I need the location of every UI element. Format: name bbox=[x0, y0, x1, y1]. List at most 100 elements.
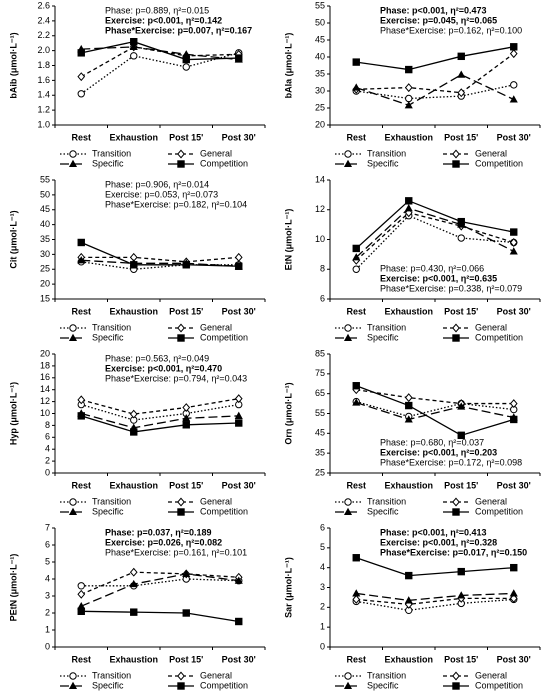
annotation: Exercise: p=0.053, η²=0.073 bbox=[105, 189, 218, 199]
marker bbox=[177, 334, 185, 342]
y-tick-label: 7 bbox=[45, 522, 50, 532]
y-tick-label: 16 bbox=[40, 372, 50, 382]
legend-label: General bbox=[475, 496, 507, 506]
legend-label: Competition bbox=[200, 332, 248, 342]
marker bbox=[234, 411, 243, 419]
marker bbox=[457, 52, 465, 61]
marker bbox=[352, 594, 361, 604]
marker bbox=[510, 563, 518, 572]
x-tick-label: Post 30' bbox=[497, 654, 531, 664]
marker bbox=[129, 42, 138, 50]
series-line bbox=[356, 400, 514, 418]
series-line bbox=[81, 412, 239, 429]
y-tick-label: 1 bbox=[320, 622, 325, 632]
series-line bbox=[81, 397, 239, 415]
x-tick-label: Post 30' bbox=[497, 306, 531, 316]
y-axis-label: EtN (μmol·L⁻¹) bbox=[283, 209, 293, 271]
y-tick-label: 5 bbox=[320, 542, 325, 552]
y-tick-label: 2.2 bbox=[37, 30, 50, 40]
marker bbox=[235, 617, 243, 626]
x-tick-label: Exhaustion bbox=[109, 654, 158, 664]
marker bbox=[452, 682, 460, 690]
marker bbox=[77, 589, 86, 599]
marker bbox=[77, 72, 86, 82]
y-tick-label: 2 bbox=[45, 455, 50, 465]
series-line bbox=[355, 200, 514, 249]
legend-label: Competition bbox=[475, 158, 523, 168]
legend-label: Specific bbox=[367, 158, 399, 168]
marker bbox=[77, 90, 85, 98]
marker bbox=[452, 149, 460, 159]
y-tick-label: 1 bbox=[45, 624, 50, 634]
y-tick-label: 1.8 bbox=[37, 60, 50, 70]
y-tick-label: 20 bbox=[40, 279, 50, 289]
marker bbox=[129, 409, 138, 419]
y-tick-label: 55 bbox=[40, 174, 50, 184]
marker bbox=[509, 95, 518, 103]
y-tick-label: 6 bbox=[320, 522, 325, 532]
series-line bbox=[80, 241, 239, 267]
legend-label: Specific bbox=[92, 332, 124, 342]
marker bbox=[352, 58, 360, 66]
series-line bbox=[356, 385, 514, 437]
y-axis-label: PEtN (μmol·L⁻¹) bbox=[8, 554, 18, 622]
y-tick-label: 2.4 bbox=[37, 15, 50, 25]
x-tick-label: Rest bbox=[71, 132, 91, 142]
marker bbox=[457, 402, 466, 410]
annotation: Phase: p=0.563, η²=0.049 bbox=[105, 353, 209, 363]
annotation: Phase*Exercise: p=0.172, η²=0.098 bbox=[380, 457, 522, 467]
series-line bbox=[81, 415, 239, 433]
marker bbox=[352, 253, 361, 261]
marker bbox=[182, 421, 190, 429]
marker bbox=[129, 579, 138, 588]
marker bbox=[130, 261, 138, 269]
marker bbox=[343, 681, 353, 690]
annotation: Phase*Exercise: p=0.182, η²=0.104 bbox=[105, 199, 247, 209]
marker bbox=[234, 576, 243, 584]
marker bbox=[457, 70, 466, 78]
legend-label: Transition bbox=[367, 670, 406, 680]
y-tick-label: 85 bbox=[315, 348, 325, 358]
marker bbox=[452, 508, 460, 516]
annotation: Phase*Exercise: p=0.338, η²=0.079 bbox=[380, 283, 522, 293]
marker bbox=[182, 403, 191, 413]
x-tick-label: Post 15' bbox=[169, 306, 203, 316]
annotation: Exercise: p<0.001, η²=0.328 bbox=[380, 537, 497, 547]
marker bbox=[344, 672, 352, 680]
series-line bbox=[80, 46, 239, 78]
annotation: Exercise: p=0.026, η²=0.082 bbox=[105, 537, 222, 547]
y-tick-label: 30 bbox=[315, 85, 325, 95]
x-tick-label: Exhaustion bbox=[109, 306, 158, 316]
legend-label: Competition bbox=[475, 506, 523, 516]
marker bbox=[352, 83, 361, 91]
y-tick-label: 12 bbox=[315, 204, 325, 214]
marker bbox=[457, 431, 465, 440]
x-tick-label: Post 30' bbox=[222, 132, 256, 142]
marker bbox=[404, 596, 413, 604]
marker bbox=[457, 234, 465, 242]
marker bbox=[177, 323, 185, 333]
x-tick-label: Rest bbox=[71, 480, 91, 490]
y-tick-label: 4 bbox=[45, 573, 50, 583]
legend-label: Specific bbox=[367, 332, 399, 342]
marker bbox=[509, 238, 518, 247]
x-tick-label: Rest bbox=[346, 306, 366, 316]
marker bbox=[510, 228, 518, 236]
y-tick-label: 45 bbox=[40, 204, 50, 214]
y-tick-label: 45 bbox=[315, 34, 325, 44]
y-tick-label: 20 bbox=[40, 348, 50, 358]
marker bbox=[68, 507, 78, 516]
marker bbox=[343, 333, 353, 342]
marker bbox=[177, 671, 185, 681]
x-tick-label: Post 30' bbox=[222, 654, 256, 664]
marker bbox=[129, 567, 138, 577]
marker bbox=[352, 398, 361, 406]
annotation: Exercise: p<0.001, η²=0.635 bbox=[380, 273, 497, 283]
marker bbox=[77, 256, 86, 264]
marker bbox=[344, 324, 352, 332]
marker bbox=[457, 591, 466, 599]
marker bbox=[344, 498, 352, 506]
x-tick-label: Exhaustion bbox=[384, 480, 433, 490]
marker bbox=[405, 571, 413, 580]
